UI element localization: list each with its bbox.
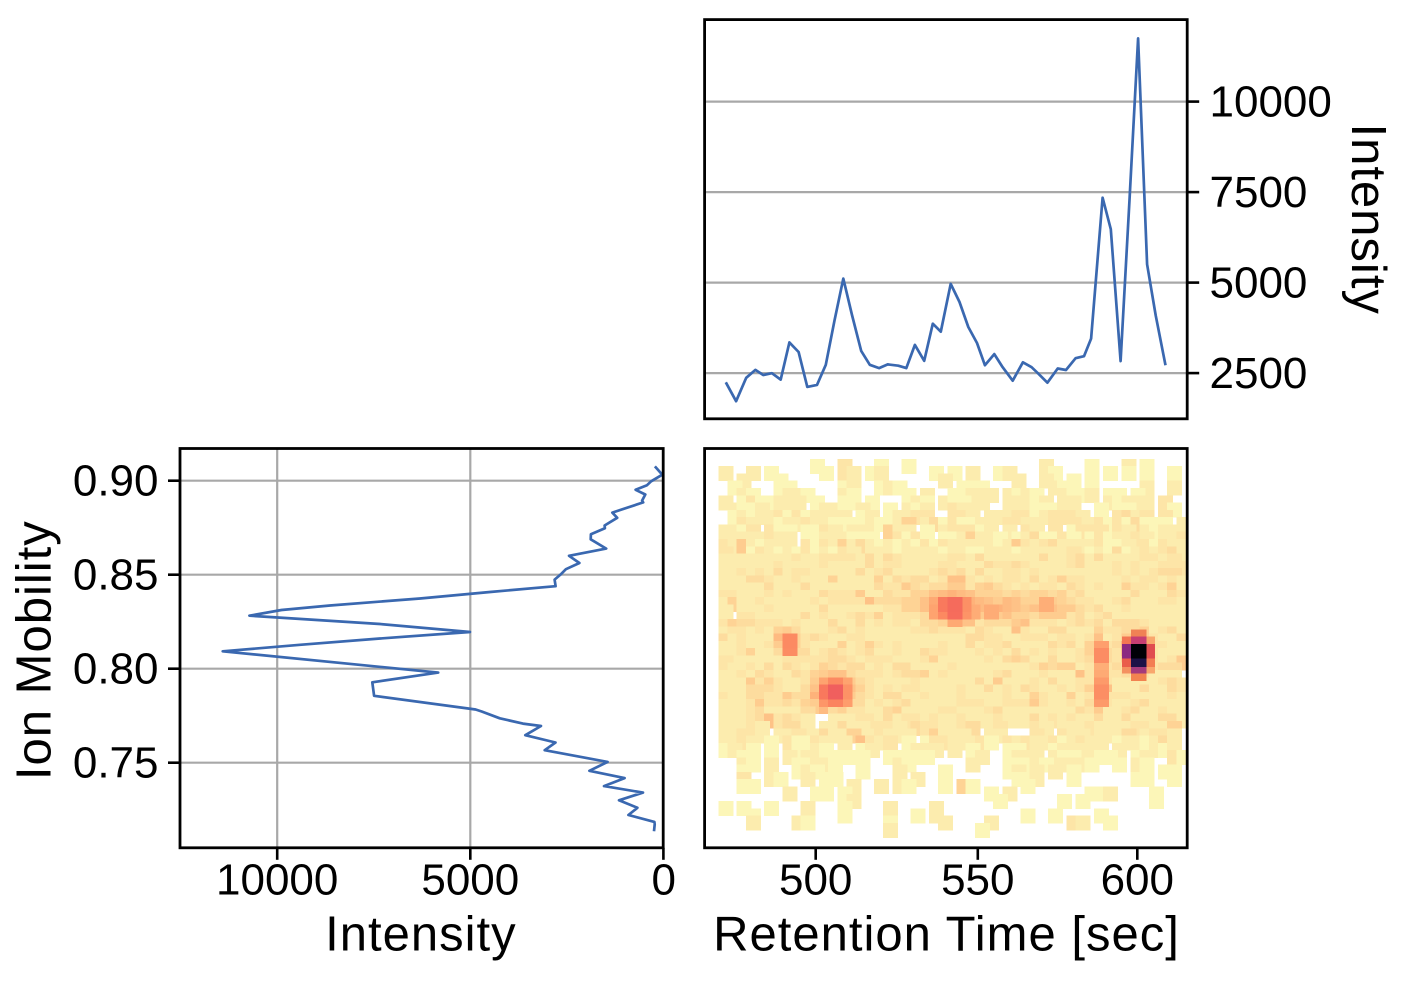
svg-text:10000: 10000 [1210, 78, 1332, 127]
svg-text:0: 0 [652, 855, 676, 904]
svg-text:600: 600 [1101, 855, 1174, 904]
svg-text:Intensity: Intensity [1341, 123, 1395, 314]
svg-text:500: 500 [779, 855, 852, 904]
svg-text:Ion Mobility: Ion Mobility [8, 520, 62, 780]
svg-text:0.75: 0.75 [73, 739, 159, 788]
svg-text:5000: 5000 [421, 855, 519, 904]
svg-text:0.85: 0.85 [73, 551, 159, 600]
svg-text:5000: 5000 [1210, 259, 1308, 308]
svg-text:0.80: 0.80 [73, 645, 159, 694]
svg-text:Retention Time [sec]: Retention Time [sec] [713, 908, 1180, 962]
svg-text:Intensity: Intensity [325, 908, 516, 962]
svg-text:0.90: 0.90 [73, 457, 159, 506]
svg-text:2500: 2500 [1210, 349, 1308, 398]
svg-text:550: 550 [941, 855, 1014, 904]
svg-text:7500: 7500 [1210, 168, 1308, 217]
svg-text:10000: 10000 [216, 855, 338, 904]
